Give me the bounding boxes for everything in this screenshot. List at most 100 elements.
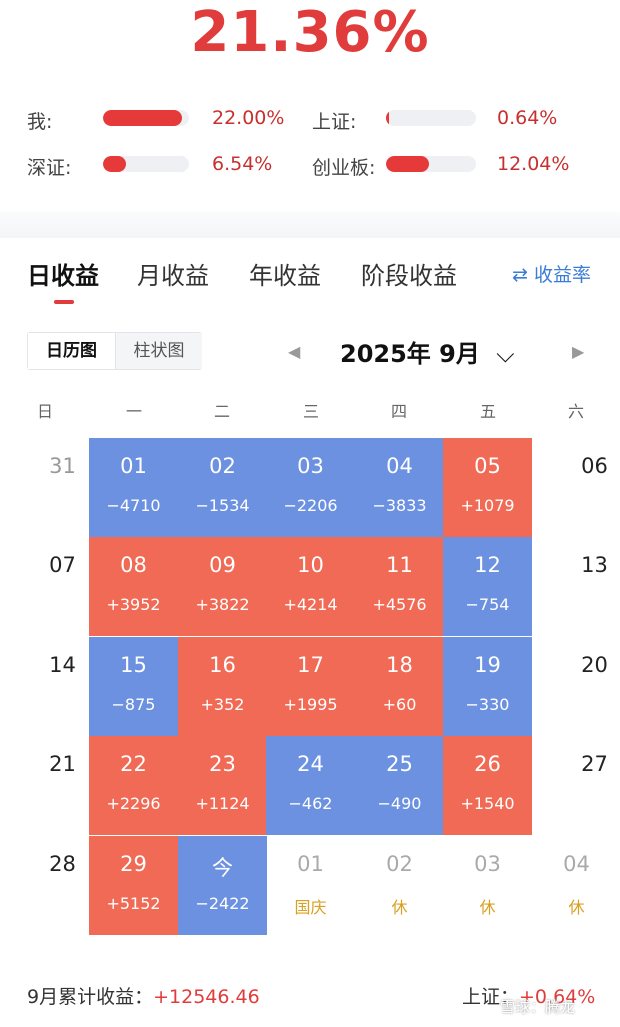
- cmp-value-me: 22.00%: [212, 107, 285, 129]
- day-number: 21: [49, 752, 76, 776]
- calendar-day[interactable]: 20: [550, 637, 620, 736]
- prev-month-icon[interactable]: ◀: [288, 342, 301, 361]
- tab-period[interactable]: 阶段收益: [361, 262, 457, 290]
- calendar-day[interactable]: 04 休: [532, 836, 620, 935]
- day-value: +3822: [195, 595, 250, 614]
- total-return-pct: 21.36%: [190, 0, 430, 65]
- day-value: +5152: [106, 894, 161, 913]
- cmp-fill-sz: [103, 156, 127, 172]
- calendar-day[interactable]: 03 −2206: [266, 438, 355, 537]
- weekday-mon: 一: [125, 402, 142, 421]
- day-number: 20: [581, 653, 608, 677]
- day-number: 01: [297, 852, 324, 876]
- month-total: 9月累计收益：+12546.46: [27, 982, 260, 1009]
- day-number: 29: [120, 852, 147, 876]
- day-value: 休: [391, 898, 408, 917]
- calendar-day[interactable]: 01 −4710: [89, 438, 178, 537]
- day-value: −2422: [195, 894, 250, 913]
- day-number: 23: [209, 752, 236, 776]
- calendar-day[interactable]: 25 −490: [355, 736, 444, 835]
- month-label: 2025年 9月: [340, 340, 480, 368]
- calendar-day[interactable]: 31: [18, 438, 107, 537]
- calendar-day[interactable]: 16 +352: [178, 637, 267, 736]
- day-value: −754: [465, 595, 510, 614]
- calendar-view-button[interactable]: 日历图: [28, 333, 116, 369]
- calendar-day[interactable]: 04 −3833: [355, 438, 444, 537]
- calendar-day[interactable]: 01 国庆: [266, 836, 355, 935]
- day-number: 12: [474, 553, 501, 577]
- calendar-day[interactable]: 17 +1995: [266, 637, 355, 736]
- calendar-day[interactable]: 28: [18, 836, 107, 935]
- day-value: 休: [479, 898, 496, 917]
- calendar-day[interactable]: 18 +60: [355, 637, 444, 736]
- cmp-bar-me: [103, 110, 189, 126]
- day-number: 04: [563, 852, 590, 876]
- calendar-day[interactable]: 今 −2422: [178, 836, 267, 935]
- day-number: 15: [120, 653, 147, 677]
- day-value: +1995: [283, 695, 338, 714]
- index-return: 上证：+0.64%: [462, 982, 595, 1009]
- day-value: −490: [377, 794, 422, 813]
- tab-daily[interactable]: 日收益: [27, 262, 99, 290]
- cmp-value-sh: 0.64%: [497, 107, 558, 129]
- day-value: −4710: [106, 496, 161, 515]
- calendar-day[interactable]: 14: [18, 637, 107, 736]
- day-value: −1534: [195, 496, 250, 515]
- calendar-day[interactable]: 02 −1534: [178, 438, 267, 537]
- calendar-day[interactable]: 23 +1124: [178, 736, 267, 835]
- weekday-wed: 三: [302, 402, 319, 421]
- calendar-day[interactable]: 05 +1079: [443, 438, 532, 537]
- day-number: 19: [474, 653, 501, 677]
- index-return-value: +0.64%: [519, 986, 596, 1008]
- cmp-label-me: 我:: [27, 111, 53, 133]
- day-value: +1124: [195, 794, 250, 813]
- watermark: 雪球：腾龙: [500, 998, 576, 1016]
- day-value: 国庆: [294, 898, 327, 917]
- tab-monthly[interactable]: 月收益: [137, 262, 209, 290]
- day-value: +2296: [106, 794, 161, 813]
- day-value: +4576: [372, 595, 427, 614]
- day-number: 07: [49, 553, 76, 577]
- day-value: −3833: [372, 496, 427, 515]
- day-value: +1079: [460, 496, 515, 515]
- calendar-day[interactable]: 21: [18, 736, 107, 835]
- active-tab-indicator: [54, 300, 74, 304]
- calendar-day[interactable]: 26 +1540: [443, 736, 532, 835]
- day-number: 18: [386, 653, 413, 677]
- section-divider: [0, 212, 620, 238]
- day-number: 09: [209, 553, 236, 577]
- day-number: 03: [297, 454, 324, 478]
- calendar-day[interactable]: 29 +5152: [89, 836, 178, 935]
- cmp-bar-sz: [103, 156, 189, 172]
- calendar-day[interactable]: 27: [550, 736, 620, 835]
- calendar-day[interactable]: 24 −462: [266, 736, 355, 835]
- tab-yearly[interactable]: 年收益: [249, 262, 321, 290]
- calendar-day[interactable]: 15 −875: [89, 637, 178, 736]
- day-value: +1540: [460, 794, 515, 813]
- cmp-label-sh: 上证:: [312, 111, 357, 133]
- calendar-day[interactable]: 06: [550, 438, 620, 537]
- weekday-sat: 六: [567, 402, 584, 421]
- day-number: 31: [49, 454, 76, 478]
- chevron-down-icon: ⌵: [496, 340, 515, 368]
- cmp-fill-sh: [386, 110, 389, 126]
- return-rate-toggle[interactable]: ⇄ 收益率: [512, 264, 591, 286]
- calendar-day[interactable]: 07: [18, 537, 107, 636]
- calendar-day[interactable]: 09 +3822: [178, 537, 267, 636]
- calendar-day[interactable]: 02 休: [355, 836, 444, 935]
- next-month-icon[interactable]: ▶: [572, 342, 585, 361]
- day-number: 01: [120, 454, 147, 478]
- calendar-day[interactable]: 13: [550, 537, 620, 636]
- day-value: +352: [200, 695, 245, 714]
- bar-view-button[interactable]: 柱状图: [116, 333, 202, 369]
- day-number: 02: [386, 852, 413, 876]
- calendar-day[interactable]: 12 −754: [443, 537, 532, 636]
- calendar-day[interactable]: 22 +2296: [89, 736, 178, 835]
- calendar-day[interactable]: 03 休: [443, 836, 532, 935]
- calendar-day[interactable]: 19 −330: [443, 637, 532, 736]
- month-selector[interactable]: 2025年 9月 ⌵: [340, 334, 540, 369]
- calendar-day[interactable]: 08 +3952: [89, 537, 178, 636]
- calendar-day[interactable]: 10 +4214: [266, 537, 355, 636]
- day-number: 03: [474, 852, 501, 876]
- calendar-day[interactable]: 11 +4576: [355, 537, 444, 636]
